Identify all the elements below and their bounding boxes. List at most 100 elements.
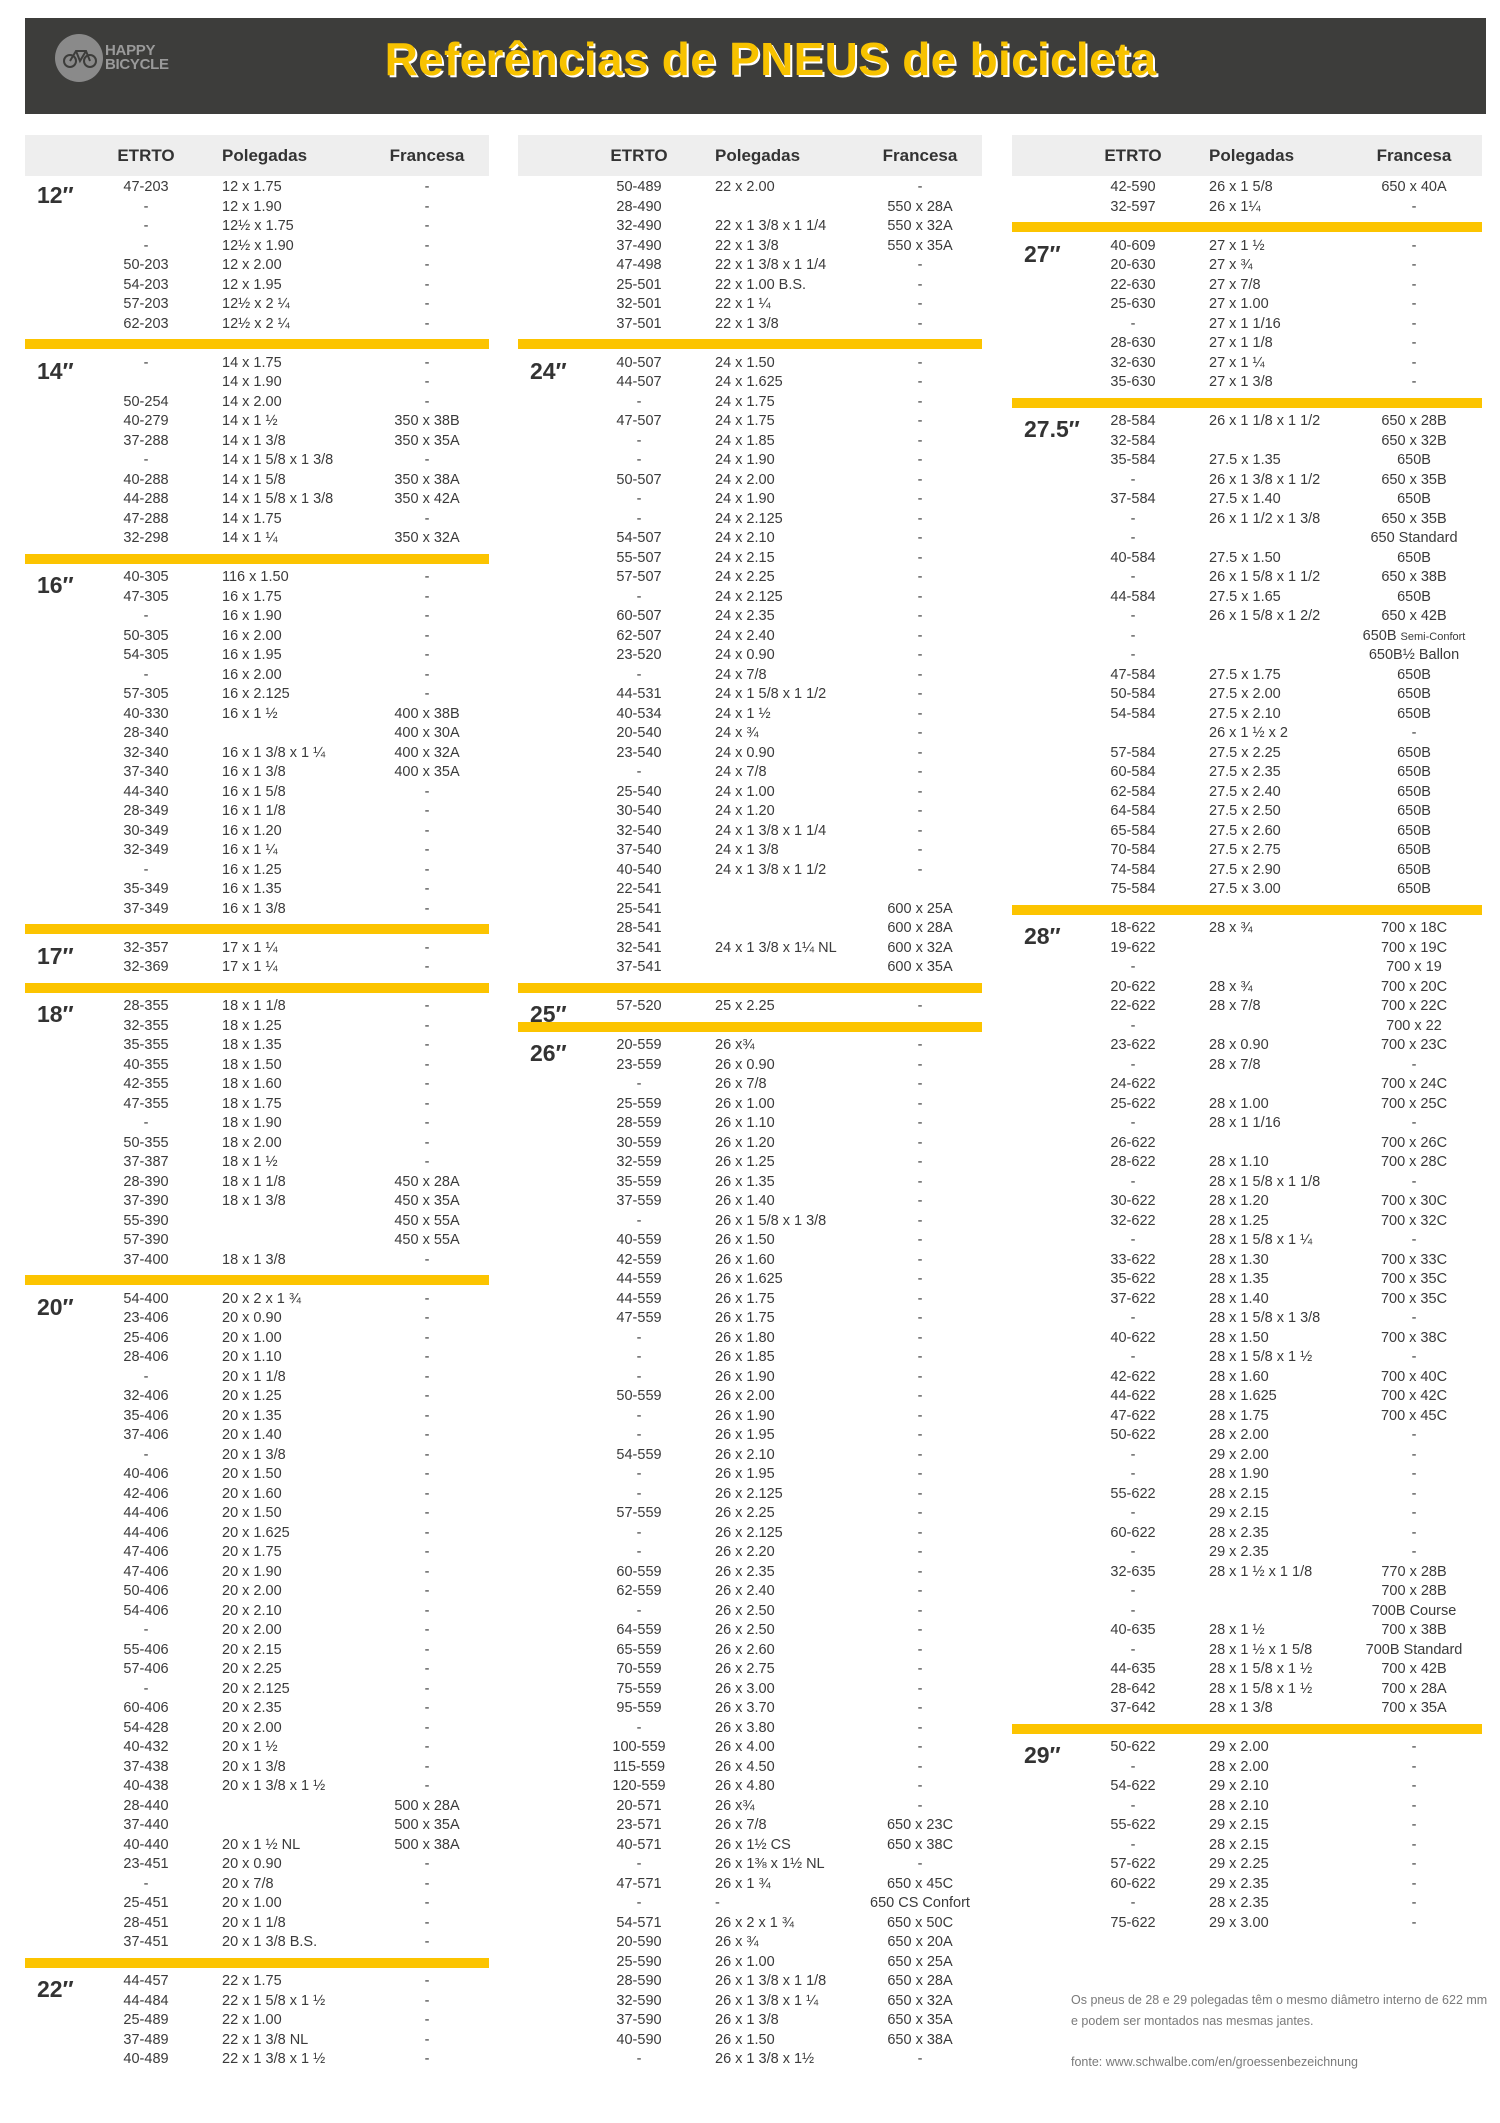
cell-francesa: 700 x 32C (1380, 1212, 1448, 1229)
cell-etrto: 55-507 (616, 549, 662, 566)
cell-polegadas: 27.5 x 2.60 (1209, 822, 1281, 839)
cell-francesa: 650B (1397, 783, 1431, 800)
table-row: - 26 x 1.80 - (518, 1329, 982, 1349)
cell-polegadas: 28 x 2.00 (1209, 1427, 1269, 1443)
cell-polegadas: 29 x 2.25 (1209, 1856, 1269, 1872)
cell-etrto: 35-622 (1110, 1271, 1156, 1287)
table-row: - 26 x 2.50 - (518, 1602, 982, 1622)
table-row: 28-541 600 x 28A (518, 919, 982, 939)
cell-francesa: - (424, 881, 430, 897)
cell-francesa: - (1411, 1875, 1417, 1892)
table-row: 55-622 29 x 2.15 - (1012, 1816, 1482, 1836)
cell-francesa: 700 x 42B (1381, 1661, 1447, 1677)
cell-etrto: - (1130, 647, 1136, 663)
cell-francesa: 700 x 30C (1380, 1193, 1448, 1209)
cell-polegadas: 22 x 1.00 B.S. (715, 276, 807, 293)
cell-polegadas: 16 x 1 3/8 (222, 900, 286, 917)
cell-polegadas: 28 x 1.90 (1209, 1466, 1269, 1482)
cell-etrto: 50-584 (1110, 686, 1156, 702)
cell-francesa: - (424, 1466, 430, 1482)
cell-francesa: - (424, 179, 430, 195)
cell-polegadas: 24 x 1 3/8 x 1 1/4 (715, 822, 827, 839)
section-label: 27″ (1024, 240, 1061, 267)
cell-etrto: 47-406 (123, 1544, 169, 1560)
cell-polegadas: 26 x 2.10 (715, 1446, 775, 1463)
cell-polegadas: 29 x 2.35 (1209, 1875, 1269, 1892)
cell-francesa: - (424, 1778, 430, 1794)
cell-etrto: 47-288 (123, 510, 169, 527)
cell-polegadas: 25 x 2.25 (715, 998, 775, 1014)
source-link[interactable]: fonte: www.schwalbe.com/en/groessenbezei… (1071, 2055, 1358, 2069)
cell-etrto: 32-340 (123, 744, 169, 761)
cell-etrto: 32-355 (123, 1017, 169, 1034)
cell-polegadas: 27.5 x 2.90 (1209, 861, 1281, 878)
cell-polegadas: 16 x 1.90 (222, 608, 282, 624)
cell-etrto: 40-288 (123, 471, 169, 488)
cell-polegadas: 28 x 0.90 (1209, 1037, 1269, 1053)
cell-etrto: 57-584 (1110, 744, 1156, 761)
cell-francesa: - (917, 842, 923, 858)
cell-etrto: 28-451 (123, 1914, 169, 1931)
table-row: 33-622 28 x 1.30 700 x 33C (1012, 1251, 1482, 1271)
cell-francesa: - (1411, 296, 1417, 312)
cell-polegadas: 24 x 1.20 (715, 803, 775, 819)
table-row: - 28 x 1 5/8 x 1 ¼ - (1012, 1231, 1482, 1251)
cell-francesa: - (424, 822, 430, 839)
cell-polegadas: 20 x 2.35 (222, 1700, 282, 1716)
cell-etrto: - (1130, 1349, 1136, 1365)
cell-francesa: - (424, 1115, 430, 1131)
cell-francesa: 700 x 42C (1380, 1388, 1448, 1404)
yellow-bar (25, 924, 489, 934)
cell-francesa: 650B (1397, 822, 1431, 839)
table-row: 32-298 14 x 1 ¼ 350 x 32A (25, 529, 489, 549)
cell-polegadas: 24 x 2.125 (715, 588, 783, 605)
section-label: 22″ (37, 1976, 74, 2002)
cell-etrto: 35-355 (123, 1037, 169, 1053)
section-divider (518, 1017, 982, 1037)
table-row: - 24 x 1.75 - (518, 393, 982, 413)
cell-polegadas: 28 x 1 5/8 x 1 ½ (1209, 1680, 1313, 1697)
cell-etrto: 32-597 (1110, 198, 1156, 215)
cell-polegadas: - (715, 1895, 720, 1911)
cell-polegadas: 26 x 1.50 (715, 2031, 775, 2048)
cell-francesa: 650 x 38C (886, 1836, 954, 1853)
cell-polegadas: 27 x ¾ (1209, 257, 1253, 273)
cell-polegadas: 26 x 1.10 (715, 1115, 775, 1131)
cell-etrto: 40-559 (616, 1232, 662, 1248)
table-row: 37-501 22 x 1 3/8 - (518, 315, 982, 335)
cell-francesa: 650 x 28A (887, 1973, 953, 1989)
table-row: - 700B Course (1012, 1602, 1482, 1622)
cell-francesa: 700 x 28A (1381, 1680, 1447, 1697)
cell-francesa: - (917, 1076, 923, 1092)
cell-francesa: - (917, 1154, 923, 1170)
cell-etrto: 37-340 (123, 764, 169, 780)
cell-francesa: 350 x 38A (394, 471, 460, 488)
cell-etrto: - (1130, 1017, 1136, 1034)
cell-polegadas: 16 x 1 ½ (222, 705, 278, 722)
cell-polegadas: 24 x 2.15 (715, 549, 775, 566)
table-row: 54-203 12 x 1.95 - (25, 276, 489, 296)
cell-etrto: 25-622 (1110, 1095, 1156, 1112)
cell-etrto: 95-559 (616, 1700, 662, 1716)
cell-polegadas: 26 x 4.50 (715, 1758, 775, 1775)
table-row: 25-406 20 x 1.00 - (25, 1329, 489, 1349)
cell-etrto: 32-357 (123, 939, 169, 956)
cell-francesa: - (424, 1680, 430, 1697)
table-row: 60-406 20 x 2.35 - (25, 1699, 489, 1719)
cell-etrto: 50-507 (616, 471, 662, 488)
cell-francesa: - (1411, 315, 1417, 332)
table-row: 32-490 22 x 1 3/8 x 1 1/4 550 x 32A (518, 217, 982, 237)
cell-francesa: - (917, 1700, 923, 1716)
cell-polegadas: 26 x 1 ¾ (715, 1875, 771, 1892)
table-row: 32-369 17 x 1 ¼ - (25, 958, 489, 978)
cell-etrto: 74-584 (1110, 861, 1156, 878)
table-row: 50-203 12 x 2.00 - (25, 256, 489, 276)
cell-polegadas: 28 x 1 1/16 (1209, 1115, 1281, 1131)
happy-bicycle-logo: HAPPY BICYCLE (55, 34, 169, 82)
cell-francesa: - (424, 588, 430, 605)
cell-etrto: 37-288 (123, 432, 169, 449)
table-row: 50-254 14 x 2.00 - (25, 393, 489, 413)
cell-etrto: 40-305 (123, 569, 169, 585)
cell-etrto: 28-642 (1110, 1680, 1156, 1697)
cell-polegadas: 26 x 1 5/8 x 1 3/8 (715, 1212, 827, 1229)
